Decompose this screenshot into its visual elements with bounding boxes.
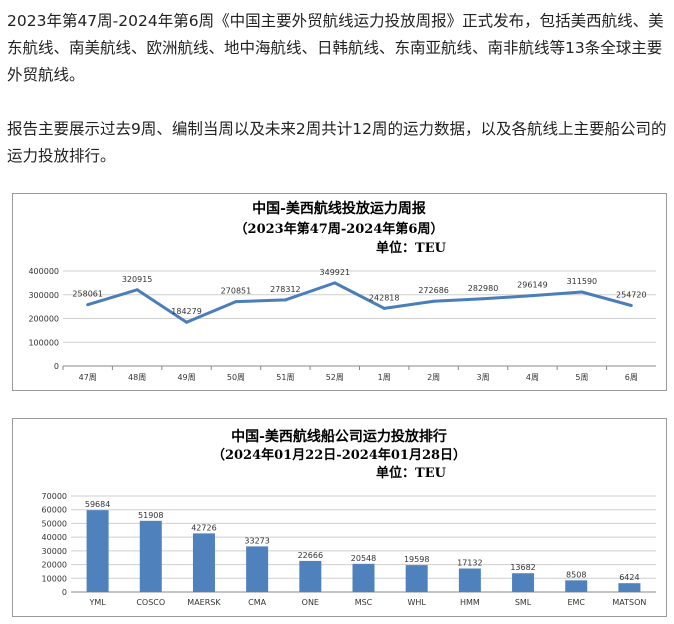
x-tick-label: 1周	[378, 373, 391, 382]
data-label: 311590	[567, 277, 598, 286]
x-tick-label: EMC	[567, 598, 585, 607]
x-tick-label: 2周	[427, 373, 440, 382]
data-label: 22666	[298, 551, 323, 560]
bar	[246, 546, 269, 592]
data-label: 42726	[191, 523, 216, 532]
data-point	[185, 320, 189, 324]
x-tick-label: MAERSK	[187, 598, 221, 607]
data-point	[432, 299, 436, 303]
x-tick-label: WHL	[407, 598, 426, 607]
x-tick-label: YML	[88, 598, 106, 607]
y-tick-label: 40000	[42, 533, 67, 542]
x-tick-label: COSCO	[136, 598, 165, 607]
data-label: 6424	[619, 573, 639, 582]
y-tick-label: 100000	[28, 338, 59, 347]
data-label: 19598	[404, 555, 429, 564]
x-tick-label: SML	[515, 598, 532, 607]
x-tick-label: MATSON	[612, 598, 646, 607]
y-tick-label: 60000	[42, 506, 67, 515]
data-label: 184279	[171, 307, 202, 316]
data-point	[481, 297, 485, 301]
data-point	[629, 304, 633, 308]
x-tick-label: 48周	[128, 373, 146, 382]
y-tick-label: 70000	[42, 492, 67, 501]
chart-subtitle: （2023年第47周-2024年第6周）	[235, 221, 444, 237]
bar	[86, 510, 109, 592]
carrier-ranking-bar-chart: 中国-美西航线船公司运力投放排行 （2024年01月22日-2024年01月28…	[12, 418, 667, 617]
bar	[405, 565, 428, 592]
data-point	[86, 303, 90, 307]
x-tick-label: 6周	[625, 373, 638, 382]
data-label: 270851	[221, 287, 252, 296]
bar-chart-svg: 中国-美西航线船公司运力投放排行 （2024年01月22日-2024年01月28…	[42, 428, 656, 607]
x-tick-label: CMA	[248, 598, 266, 607]
data-label: 272686	[418, 286, 449, 295]
bar	[139, 520, 162, 592]
bar	[299, 560, 322, 592]
y-tick-label: 30000	[42, 547, 67, 556]
data-point	[580, 290, 584, 294]
data-point	[135, 288, 139, 292]
y-tick-label: 0	[54, 362, 59, 371]
x-tick-label: 3周	[476, 373, 489, 382]
line-chart-svg: 中国-美西航线投放运力周报 （2023年第47周-2024年第6周） 单位：TE…	[28, 200, 656, 382]
data-label: 349921	[320, 268, 351, 277]
data-point	[333, 281, 337, 285]
data-label: 242818	[369, 293, 400, 302]
y-tick-label: 10000	[42, 574, 67, 583]
x-tick-label: 4周	[526, 373, 539, 382]
weekly-capacity-line-chart: 中国-美西航线投放运力周报 （2023年第47周-2024年第6周） 单位：TE…	[12, 193, 667, 391]
data-label: 8508	[566, 570, 586, 579]
x-tick-label: 51周	[276, 373, 294, 382]
x-tick-label: 5周	[575, 373, 588, 382]
data-label: 20548	[351, 554, 376, 563]
data-label: 282980	[468, 284, 499, 293]
article-paragraph-intro: 2023年第47周-2024年第6周《中国主要外贸航线运力投放周报》正式发布，包…	[7, 12, 664, 84]
data-label: 13682	[510, 563, 535, 572]
data-point	[382, 306, 386, 310]
chart-subtitle: （2024年01月22日-2024年01月28日）	[212, 447, 466, 463]
data-label: 51908	[138, 511, 163, 520]
data-point	[530, 294, 534, 298]
x-tick-label: 49周	[177, 373, 195, 382]
y-tick-label: 300000	[28, 291, 59, 300]
x-tick-label: MSC	[355, 598, 373, 607]
x-tick-label: 47周	[79, 373, 97, 382]
y-tick-label: 50000	[42, 519, 67, 528]
data-label: 278312	[270, 285, 301, 294]
y-tick-label: 200000	[28, 315, 59, 324]
series-line	[87, 281, 632, 324]
chart-unit: 单位：TEU	[376, 465, 447, 481]
x-tick-label: ONE	[302, 598, 319, 607]
data-label: 296149	[517, 281, 548, 290]
data-label: 258061	[72, 290, 103, 299]
bar	[192, 533, 215, 592]
bar	[352, 563, 375, 592]
data-label: 17132	[457, 559, 482, 568]
data-label: 59684	[85, 500, 110, 509]
bar	[565, 580, 588, 592]
bar	[512, 573, 535, 592]
data-point	[283, 298, 287, 302]
y-tick-label: 20000	[42, 561, 67, 570]
x-tick-label: HMM	[460, 598, 480, 607]
bar	[618, 583, 641, 592]
x-tick-label: 50周	[227, 373, 245, 382]
data-point	[234, 300, 238, 304]
bar	[458, 568, 481, 592]
chart-unit: 单位：TEU	[376, 240, 447, 256]
data-label: 33273	[244, 536, 269, 545]
data-label: 320915	[122, 275, 153, 284]
y-tick-label: 0	[62, 588, 67, 597]
y-tick-label: 400000	[28, 267, 59, 276]
chart-title: 中国-美西航线投放运力周报	[252, 200, 426, 217]
x-tick-label: 52周	[326, 373, 344, 382]
article-paragraph-scope: 报告主要展示过去9周、编制当周以及未来2周共计12周的运力数据，以及各航线上主要…	[7, 120, 667, 165]
chart-title: 中国-美西航线船公司运力投放排行	[231, 428, 447, 445]
data-label: 254720	[616, 291, 647, 300]
